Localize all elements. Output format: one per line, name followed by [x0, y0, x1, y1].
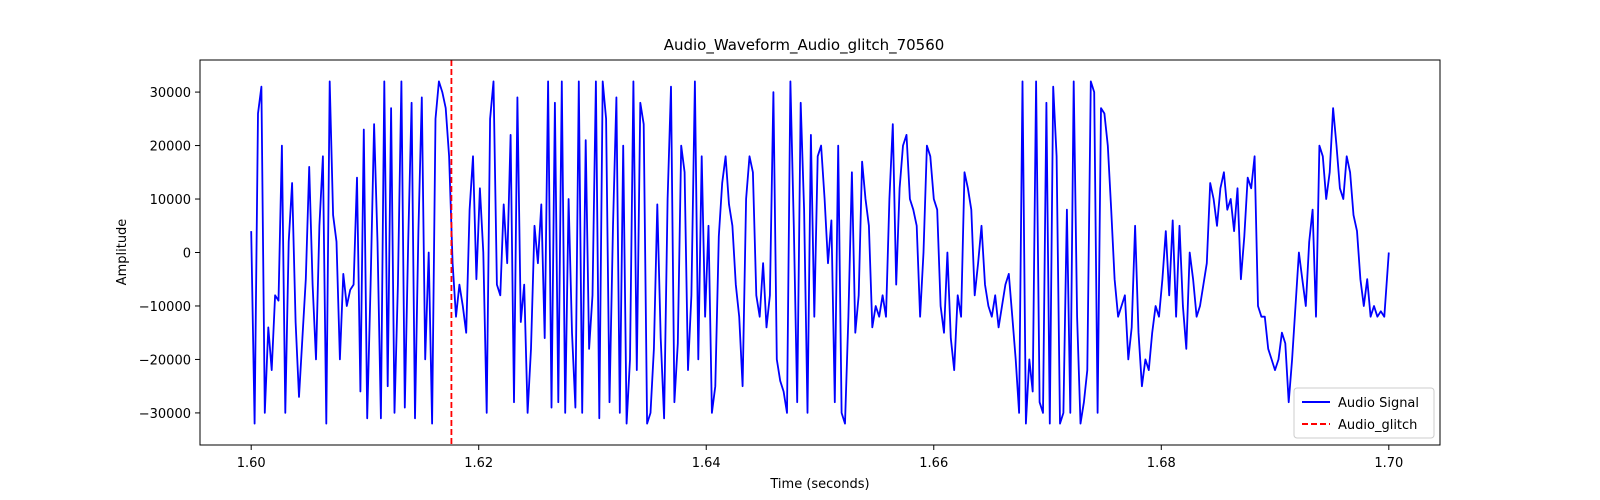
- y-tick-label: 0: [183, 247, 191, 262]
- x-tick-label: 1.70: [1374, 456, 1403, 471]
- y-tick-label: −10000: [139, 300, 191, 315]
- y-tick-label: −20000: [139, 353, 191, 368]
- x-tick-label: 1.60: [237, 456, 266, 471]
- audio-signal-line: [250, 80, 1390, 425]
- legend-label-audio-glitch: Audio_glitch: [1338, 418, 1417, 433]
- legend-label-audio-signal: Audio Signal: [1338, 396, 1419, 411]
- plot-area: [199, 59, 1441, 446]
- legend: Audio Signal Audio_glitch: [1293, 387, 1435, 439]
- chart-title: Audio_Waveform_Audio_glitch_70560: [664, 36, 945, 55]
- x-tick-label: 1.62: [464, 456, 493, 471]
- x-tick-label: 1.64: [692, 456, 721, 471]
- x-tick-label: 1.66: [919, 456, 948, 471]
- y-tick-label: 30000: [150, 86, 191, 101]
- y-axis: −30000 −20000 −10000 0 10000 20000 30000: [139, 86, 200, 422]
- y-tick-label: 20000: [150, 140, 191, 155]
- y-tick-label: 10000: [150, 193, 191, 208]
- y-axis-label: Amplitude: [115, 219, 130, 286]
- x-tick-label: 1.68: [1147, 456, 1176, 471]
- series-layer: [250, 60, 1390, 445]
- legend-box: [1293, 387, 1435, 439]
- x-axis: 1.60 1.62 1.64 1.66 1.68 1.70: [237, 445, 1403, 471]
- y-tick-label: −30000: [139, 407, 191, 422]
- x-axis-label: Time (seconds): [769, 477, 869, 492]
